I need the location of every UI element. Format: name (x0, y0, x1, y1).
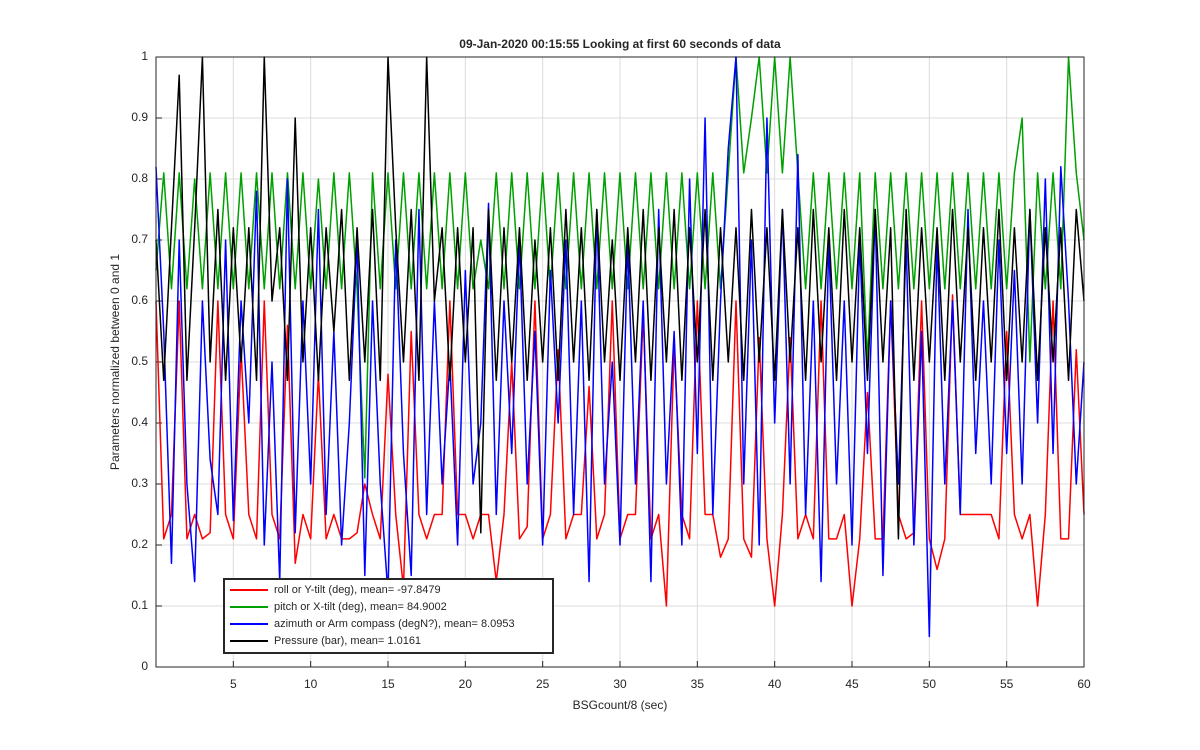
x-tick-label: 55 (1000, 677, 1014, 691)
y-tick-label: 1 (141, 49, 148, 63)
x-tick-label: 50 (923, 677, 937, 691)
series-line (155, 56, 1085, 638)
y-tick-label: 0.3 (131, 476, 148, 490)
y-tick-label: 0 (141, 659, 148, 673)
y-axis-label: Parameters normalized between 0 and 1 (108, 254, 122, 470)
x-tick-label: 60 (1077, 677, 1091, 691)
x-tick-label: 30 (613, 677, 627, 691)
legend: roll or Y-tilt (deg), mean= -97.8479 pitc… (223, 578, 554, 654)
series-line (155, 56, 1085, 479)
y-tick-label: 0.9 (131, 110, 148, 124)
x-tick-label: 25 (536, 677, 550, 691)
x-tick-label: 10 (304, 677, 318, 691)
legend-label: pitch or X-tilt (deg), mean= 84.9002 (274, 601, 447, 613)
axes-box (155, 56, 1085, 668)
legend-label: roll or Y-tilt (deg), mean= -97.8479 (274, 584, 441, 596)
y-tick-label: 0.8 (131, 171, 148, 185)
y-tick-label: 0.5 (131, 354, 148, 368)
series-line (155, 56, 1085, 540)
x-tick-label: 15 (381, 677, 395, 691)
legend-box (223, 578, 554, 654)
x-tick-label: 40 (768, 677, 782, 691)
x-tick-label: 35 (691, 677, 705, 691)
x-axis-label: BSGcount/8 (sec) (573, 698, 668, 712)
y-tick-label: 0.2 (131, 537, 148, 551)
legend-label: azimuth or Arm compass (degN?), mean= 8.… (274, 618, 515, 630)
legend-label: Pressure (bar), mean= 1.0161 (274, 635, 421, 647)
y-tick-label: 0.1 (131, 598, 148, 612)
x-tick-label: 5 (230, 677, 237, 691)
y-tick-label: 0.6 (131, 293, 148, 307)
x-tick-label: 45 (845, 677, 859, 691)
chart-title: 09-Jan-2020 00:15:55 Looking at first 60… (459, 37, 781, 51)
y-tick-label: 0.7 (131, 232, 148, 246)
y-tick-label: 0.4 (131, 415, 148, 429)
x-tick-label: 20 (459, 677, 473, 691)
